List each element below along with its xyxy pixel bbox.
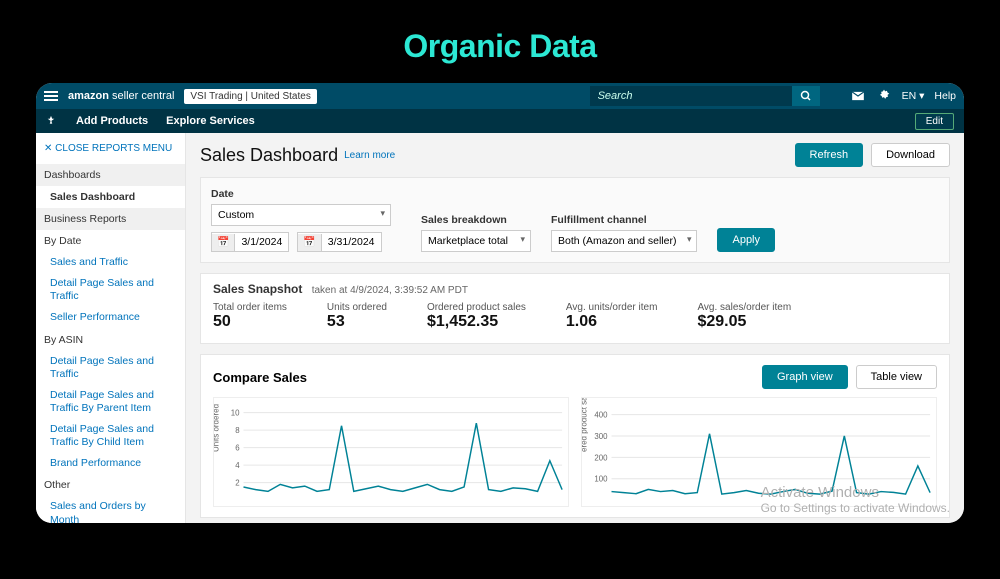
chart-units-ordered: Units ordered 2 4 6 8 10 [213,397,569,507]
learn-more-link[interactable]: Learn more [344,150,395,161]
top-bar: amazon seller central VSI Trading | Unit… [36,83,964,109]
edit-button[interactable]: Edit [915,113,954,130]
compare-title: Compare Sales [213,370,307,385]
breakdown-select[interactable]: Marketplace total [421,230,531,252]
date-from-input[interactable]: 📅 3/1/2024 [211,232,289,252]
page-title: Sales Dashboard [200,145,338,166]
sidebar-subhead-other: Other [36,474,185,496]
date-to-input[interactable]: 📅 3/31/2024 [297,232,381,252]
metric-value: 53 [327,313,387,331]
filter-bar: Date Custom 📅 3/1/2024 📅 3/31/2024 [200,177,950,263]
sidebar-item-sales-dashboard[interactable]: Sales Dashboard [36,186,185,208]
metric-value: 1.06 [566,313,658,331]
sidebar-link[interactable]: Brand Performance [36,453,185,474]
date-range-select[interactable]: Custom [211,204,391,226]
mail-icon[interactable] [850,88,866,104]
svg-text:400: 400 [594,411,608,420]
sidebar-link[interactable]: Detail Page Sales and Traffic By Parent … [36,385,185,419]
metric-value: $1,452.35 [427,313,526,331]
nav-explore-services[interactable]: Explore Services [166,115,255,127]
table-view-button[interactable]: Table view [856,365,937,389]
metric-label: Avg. sales/order item [697,302,791,313]
sidebar-subhead-by-date: By Date [36,230,185,252]
metric-label: Total order items [213,302,287,313]
chart-ylabel: Units ordered [213,404,221,452]
snapshot-timestamp: taken at 4/9/2024, 3:39:52 AM PDT [312,285,468,296]
pin-icon[interactable] [46,115,58,128]
chart-ylabel: ered product sales [581,397,589,452]
search-icon [800,90,812,102]
metric: Avg. units/order item1.06 [566,302,658,331]
metric: Ordered product sales$1,452.35 [427,302,526,331]
sidebar: ✕ CLOSE REPORTS MENU Dashboards Sales Da… [36,133,186,523]
help-link[interactable]: Help [934,90,956,102]
metric-label: Ordered product sales [427,302,526,313]
svg-text:200: 200 [594,453,608,462]
filter-label-channel: Fulfillment channel [551,214,697,226]
metric: Total order items50 [213,302,287,331]
svg-text:6: 6 [235,444,240,453]
chart-product-sales: ered product sales 100 200 300 400 [581,397,937,507]
sub-bar: Add Products Explore Services Edit [36,109,964,133]
compare-sales-card: Compare Sales Graph view Table view Unit… [200,354,950,518]
gear-icon[interactable] [876,88,892,104]
metric: Avg. sales/order item$29.05 [697,302,791,331]
svg-text:10: 10 [231,409,240,418]
sidebar-subhead-by-asin: By ASIN [36,329,185,351]
calendar-icon: 📅 [298,234,321,251]
hamburger-icon[interactable] [44,91,58,101]
sidebar-section-dashboards: Dashboards [36,164,185,186]
merchant-switcher[interactable]: VSI Trading | United States [184,89,316,104]
sidebar-link[interactable]: Detail Page Sales and Traffic [36,273,185,307]
global-search [590,86,820,106]
close-reports-menu[interactable]: ✕ CLOSE REPORTS MENU [36,133,185,164]
svg-text:8: 8 [235,426,240,435]
search-button[interactable] [792,86,820,106]
svg-text:100: 100 [594,475,608,484]
apply-button[interactable]: Apply [717,228,775,252]
metric: Units ordered53 [327,302,387,331]
sidebar-link[interactable]: Detail Page Sales and Traffic By Child I… [36,419,185,453]
sidebar-section-business-reports: Business Reports [36,208,185,230]
sidebar-link[interactable]: Sales and Orders by Month [36,496,185,523]
svg-text:300: 300 [594,432,608,441]
sales-snapshot-card: Sales Snapshot taken at 4/9/2024, 3:39:5… [200,273,950,344]
metric-value: 50 [213,313,287,331]
page-outer-title: Organic Data [0,0,1000,83]
filter-label-date: Date [211,188,401,200]
language-switcher[interactable]: EN ▾ [902,90,925,102]
svg-text:2: 2 [235,479,239,488]
graph-view-button[interactable]: Graph view [762,365,848,389]
filter-label-breakdown: Sales breakdown [421,214,531,226]
sidebar-link[interactable]: Seller Performance [36,307,185,328]
download-button[interactable]: Download [871,143,950,167]
metric-label: Units ordered [327,302,387,313]
sidebar-link[interactable]: Sales and Traffic [36,252,185,273]
sidebar-link[interactable]: Detail Page Sales and Traffic [36,351,185,385]
snapshot-title: Sales Snapshot [213,282,302,296]
refresh-button[interactable]: Refresh [795,143,864,167]
nav-add-products[interactable]: Add Products [76,115,148,127]
calendar-icon: 📅 [212,234,235,251]
metric-label: Avg. units/order item [566,302,658,313]
brand-logo: amazon seller central [68,90,174,102]
metric-value: $29.05 [697,313,791,331]
svg-text:4: 4 [235,461,240,470]
screenshot-frame: amazon seller central VSI Trading | Unit… [36,83,964,523]
main-content: Sales Dashboard Learn more Refresh Downl… [186,133,964,523]
channel-select[interactable]: Both (Amazon and seller) [551,230,697,252]
search-input[interactable] [590,86,792,106]
